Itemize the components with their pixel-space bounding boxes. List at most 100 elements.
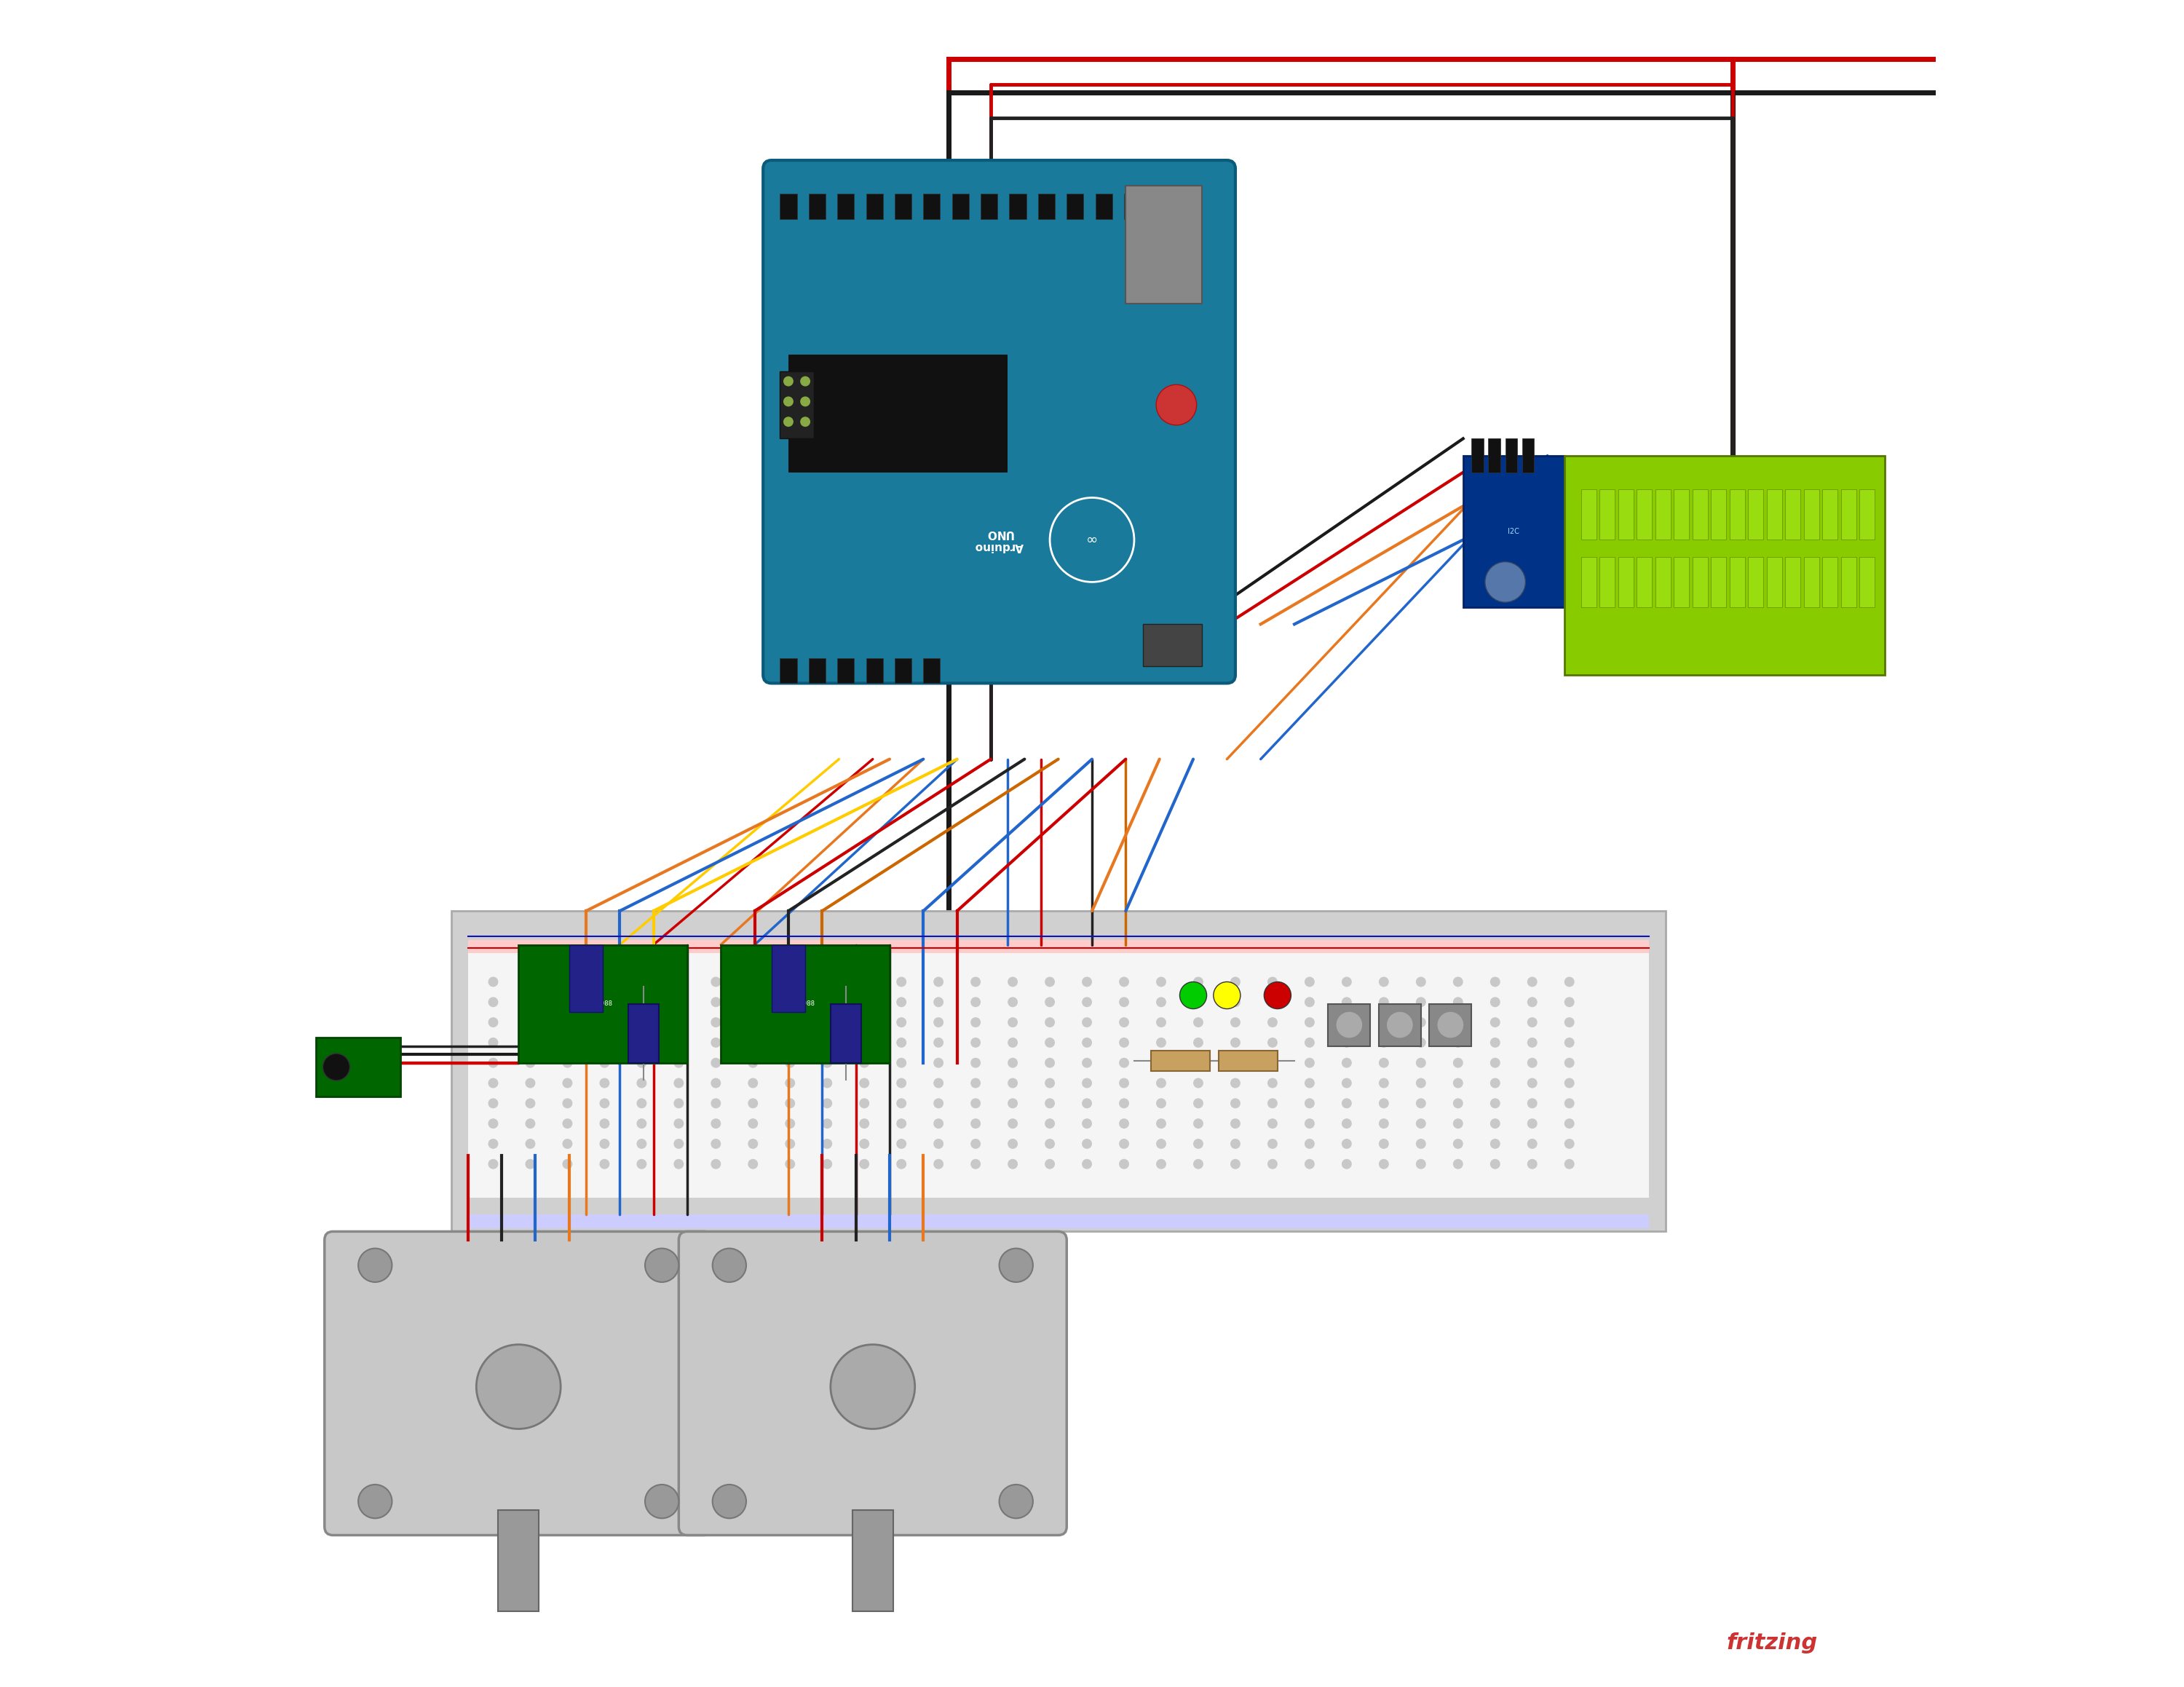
Circle shape — [598, 977, 609, 987]
Circle shape — [1527, 1038, 1538, 1048]
Circle shape — [1489, 1098, 1500, 1108]
Circle shape — [1155, 1159, 1166, 1169]
Circle shape — [1267, 1139, 1278, 1149]
Bar — [498, 1510, 539, 1611]
Circle shape — [561, 1098, 572, 1108]
Bar — [1599, 557, 1614, 607]
Bar — [1710, 489, 1725, 540]
Circle shape — [524, 1038, 535, 1048]
Circle shape — [821, 1139, 832, 1149]
Circle shape — [970, 1058, 981, 1068]
Circle shape — [933, 977, 943, 987]
Circle shape — [524, 1058, 535, 1068]
Circle shape — [1118, 1098, 1129, 1108]
Bar — [1151, 1051, 1210, 1071]
Bar — [1636, 557, 1651, 607]
Circle shape — [636, 977, 646, 987]
Bar — [721, 945, 889, 1063]
Circle shape — [1341, 1058, 1352, 1068]
Circle shape — [673, 997, 684, 1007]
Circle shape — [858, 1058, 869, 1068]
Circle shape — [1387, 1012, 1413, 1038]
Circle shape — [524, 997, 535, 1007]
Bar — [1428, 1004, 1472, 1046]
Bar — [924, 658, 939, 683]
Circle shape — [1341, 1078, 1352, 1088]
Circle shape — [1230, 1159, 1241, 1169]
Bar — [1859, 557, 1874, 607]
Circle shape — [561, 1038, 572, 1048]
Circle shape — [1564, 1078, 1575, 1088]
Circle shape — [598, 1118, 609, 1129]
Circle shape — [644, 1485, 679, 1518]
Circle shape — [784, 1118, 795, 1129]
Circle shape — [1378, 1118, 1389, 1129]
Circle shape — [1230, 1078, 1241, 1088]
Circle shape — [1007, 1017, 1018, 1027]
FancyBboxPatch shape — [325, 1232, 712, 1535]
Bar — [1841, 557, 1856, 607]
Bar — [1821, 489, 1837, 540]
Circle shape — [1489, 1139, 1500, 1149]
Circle shape — [712, 1248, 747, 1282]
Bar — [1153, 194, 1171, 219]
Circle shape — [1415, 1139, 1426, 1149]
Circle shape — [1437, 1012, 1463, 1038]
Circle shape — [1044, 1017, 1055, 1027]
Circle shape — [1304, 1118, 1315, 1129]
Circle shape — [1155, 977, 1166, 987]
Circle shape — [1000, 1485, 1033, 1518]
Bar — [1472, 439, 1483, 472]
Circle shape — [1007, 977, 1018, 987]
Circle shape — [1415, 1017, 1426, 1027]
Circle shape — [636, 997, 646, 1007]
Bar — [952, 194, 970, 219]
Bar — [1767, 557, 1782, 607]
Circle shape — [858, 1017, 869, 1027]
Circle shape — [858, 1139, 869, 1149]
Circle shape — [1230, 1098, 1241, 1108]
Circle shape — [1564, 1017, 1575, 1027]
Circle shape — [489, 1038, 498, 1048]
Bar — [1730, 489, 1745, 540]
Bar — [1655, 557, 1671, 607]
Circle shape — [1155, 1017, 1166, 1027]
Circle shape — [1044, 1118, 1055, 1129]
Circle shape — [970, 1139, 981, 1149]
Circle shape — [673, 977, 684, 987]
Circle shape — [1044, 977, 1055, 987]
Circle shape — [1341, 997, 1352, 1007]
Circle shape — [1485, 562, 1524, 602]
Circle shape — [1527, 977, 1538, 987]
Circle shape — [1192, 997, 1203, 1007]
Circle shape — [1118, 997, 1129, 1007]
Bar — [1784, 557, 1800, 607]
Circle shape — [598, 1139, 609, 1149]
Circle shape — [1415, 1058, 1426, 1068]
Circle shape — [1489, 977, 1500, 987]
Circle shape — [895, 997, 906, 1007]
Circle shape — [933, 1118, 943, 1129]
Circle shape — [561, 1159, 572, 1169]
Circle shape — [747, 1159, 758, 1169]
Circle shape — [1452, 1159, 1463, 1169]
Circle shape — [1489, 1159, 1500, 1169]
Circle shape — [1337, 1012, 1363, 1038]
Circle shape — [1155, 385, 1197, 425]
Circle shape — [1192, 1017, 1203, 1027]
Bar — [1730, 557, 1745, 607]
Circle shape — [830, 1345, 915, 1429]
Circle shape — [710, 1038, 721, 1048]
Circle shape — [1118, 1078, 1129, 1088]
Circle shape — [1489, 1038, 1500, 1048]
Bar — [1142, 624, 1201, 666]
Circle shape — [858, 1118, 869, 1129]
Circle shape — [1415, 1098, 1426, 1108]
Circle shape — [821, 1058, 832, 1068]
Circle shape — [1378, 1139, 1389, 1149]
Circle shape — [1081, 1078, 1092, 1088]
Circle shape — [1564, 997, 1575, 1007]
Circle shape — [561, 1078, 572, 1088]
Circle shape — [1415, 1078, 1426, 1088]
Circle shape — [1415, 1118, 1426, 1129]
